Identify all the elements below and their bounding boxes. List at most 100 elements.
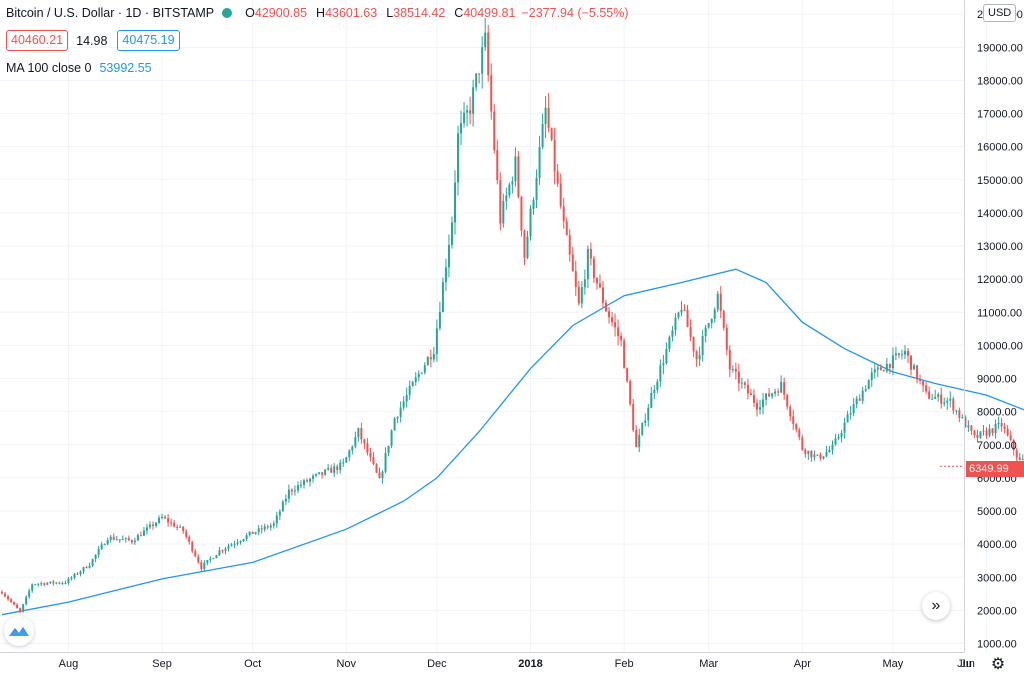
candle-body xyxy=(34,584,37,586)
candle-body xyxy=(330,468,333,473)
candle-body xyxy=(638,434,641,448)
candle-body xyxy=(52,581,55,584)
candle-body xyxy=(281,501,284,512)
candle-body xyxy=(556,171,559,184)
candle-body xyxy=(731,368,734,370)
candle-body xyxy=(124,538,127,540)
scroll-to-realtime-button[interactable]: » xyxy=(922,592,950,620)
candle-body xyxy=(722,311,725,328)
candle-body xyxy=(885,363,888,372)
candle-body xyxy=(79,571,82,575)
symbol-title[interactable]: Bitcoin / U.S. Dollar · 1D · BITSTAMP xyxy=(6,6,215,20)
candle-body xyxy=(254,532,257,534)
candle-body xyxy=(891,355,894,368)
currency-button[interactable]: USD xyxy=(983,4,1017,22)
candle-body xyxy=(182,526,185,532)
indicator-legend[interactable]: MA 100 close 0 53992.55 xyxy=(6,61,152,75)
candle-body xyxy=(680,309,683,313)
candle-body xyxy=(795,423,798,430)
ma-indicator-label: MA 100 close 0 xyxy=(6,61,92,75)
y-tick-label: 13000.00 xyxy=(977,241,1023,253)
y-tick-label: 11000.00 xyxy=(977,307,1022,319)
candle-body xyxy=(97,549,100,555)
candle-body xyxy=(4,593,7,597)
candle-body xyxy=(689,327,692,337)
buy-price-button[interactable]: 40475.19 xyxy=(117,30,180,51)
candle-body xyxy=(928,391,931,399)
candle-body xyxy=(363,439,366,444)
candle-body xyxy=(925,385,928,392)
candle-body xyxy=(179,526,182,528)
candle-body xyxy=(396,416,399,419)
candle-body xyxy=(846,414,849,423)
candle-body xyxy=(508,184,511,196)
candle-body xyxy=(176,526,179,528)
x-tick-label: 2018 xyxy=(518,658,542,670)
candle-body xyxy=(931,398,934,400)
candle-body xyxy=(100,544,103,550)
candle-body xyxy=(112,536,115,540)
candle-body xyxy=(547,107,550,129)
candle-body xyxy=(257,528,260,533)
candle-body xyxy=(463,112,466,124)
y-tick-label: 14000.00 xyxy=(977,208,1023,220)
candle-body xyxy=(529,208,532,237)
candle-body xyxy=(218,550,221,556)
x-tick-label: Nov xyxy=(336,658,356,670)
candle-body xyxy=(372,457,375,465)
candle-body xyxy=(976,435,979,438)
candle-body xyxy=(831,444,834,450)
candle-body xyxy=(454,182,456,223)
candle-body xyxy=(299,484,302,486)
candle-body xyxy=(746,384,749,394)
ohlc-close-key: C xyxy=(454,6,464,20)
candle-body xyxy=(306,480,309,482)
candle-body xyxy=(266,526,269,528)
candle-body xyxy=(771,393,774,397)
candle-body xyxy=(662,363,665,366)
candle-body xyxy=(296,485,299,491)
x-tick-label: Sep xyxy=(152,658,172,670)
candle-body xyxy=(979,431,982,438)
candle-body xyxy=(623,340,626,369)
candle-body xyxy=(405,395,408,402)
candle-body xyxy=(420,372,423,374)
ohlc-high-key: H xyxy=(316,6,326,20)
candle-body xyxy=(106,539,109,545)
candle-body xyxy=(475,73,478,88)
tradingview-logo-button[interactable] xyxy=(4,616,34,646)
candle-body xyxy=(523,230,526,258)
candle-body xyxy=(692,336,695,352)
candle-body xyxy=(644,420,647,423)
candle-body xyxy=(460,123,463,134)
settings-button[interactable]: ⚙ xyxy=(988,654,1008,674)
candle-body xyxy=(203,562,206,569)
candle-body xyxy=(828,449,831,452)
candle-body xyxy=(598,283,601,288)
candle-body xyxy=(864,389,867,391)
y-tick-label: 9000.00 xyxy=(977,374,1017,386)
candle-body xyxy=(478,73,481,75)
candle-body xyxy=(949,398,952,401)
ma-100-line xyxy=(1,268,1024,616)
candle-body xyxy=(115,539,118,541)
sell-price-button[interactable]: 40460.21 xyxy=(6,30,69,51)
candle-body xyxy=(25,596,28,605)
candle-body xyxy=(384,453,387,472)
candle-body xyxy=(339,462,342,471)
candle-body xyxy=(487,32,490,76)
candle-body xyxy=(290,489,293,492)
candle-body xyxy=(916,365,919,380)
candle-body xyxy=(910,355,913,370)
candle-body xyxy=(139,535,142,537)
candle-body xyxy=(378,472,381,479)
candle-body xyxy=(118,539,121,541)
double-chevron-right-icon: » xyxy=(931,597,941,614)
candle-body xyxy=(88,565,91,568)
candle-body xyxy=(511,181,514,185)
candle-body xyxy=(520,196,523,231)
candle-body xyxy=(221,550,224,552)
candle-body xyxy=(647,407,650,421)
candle-body xyxy=(351,446,354,451)
